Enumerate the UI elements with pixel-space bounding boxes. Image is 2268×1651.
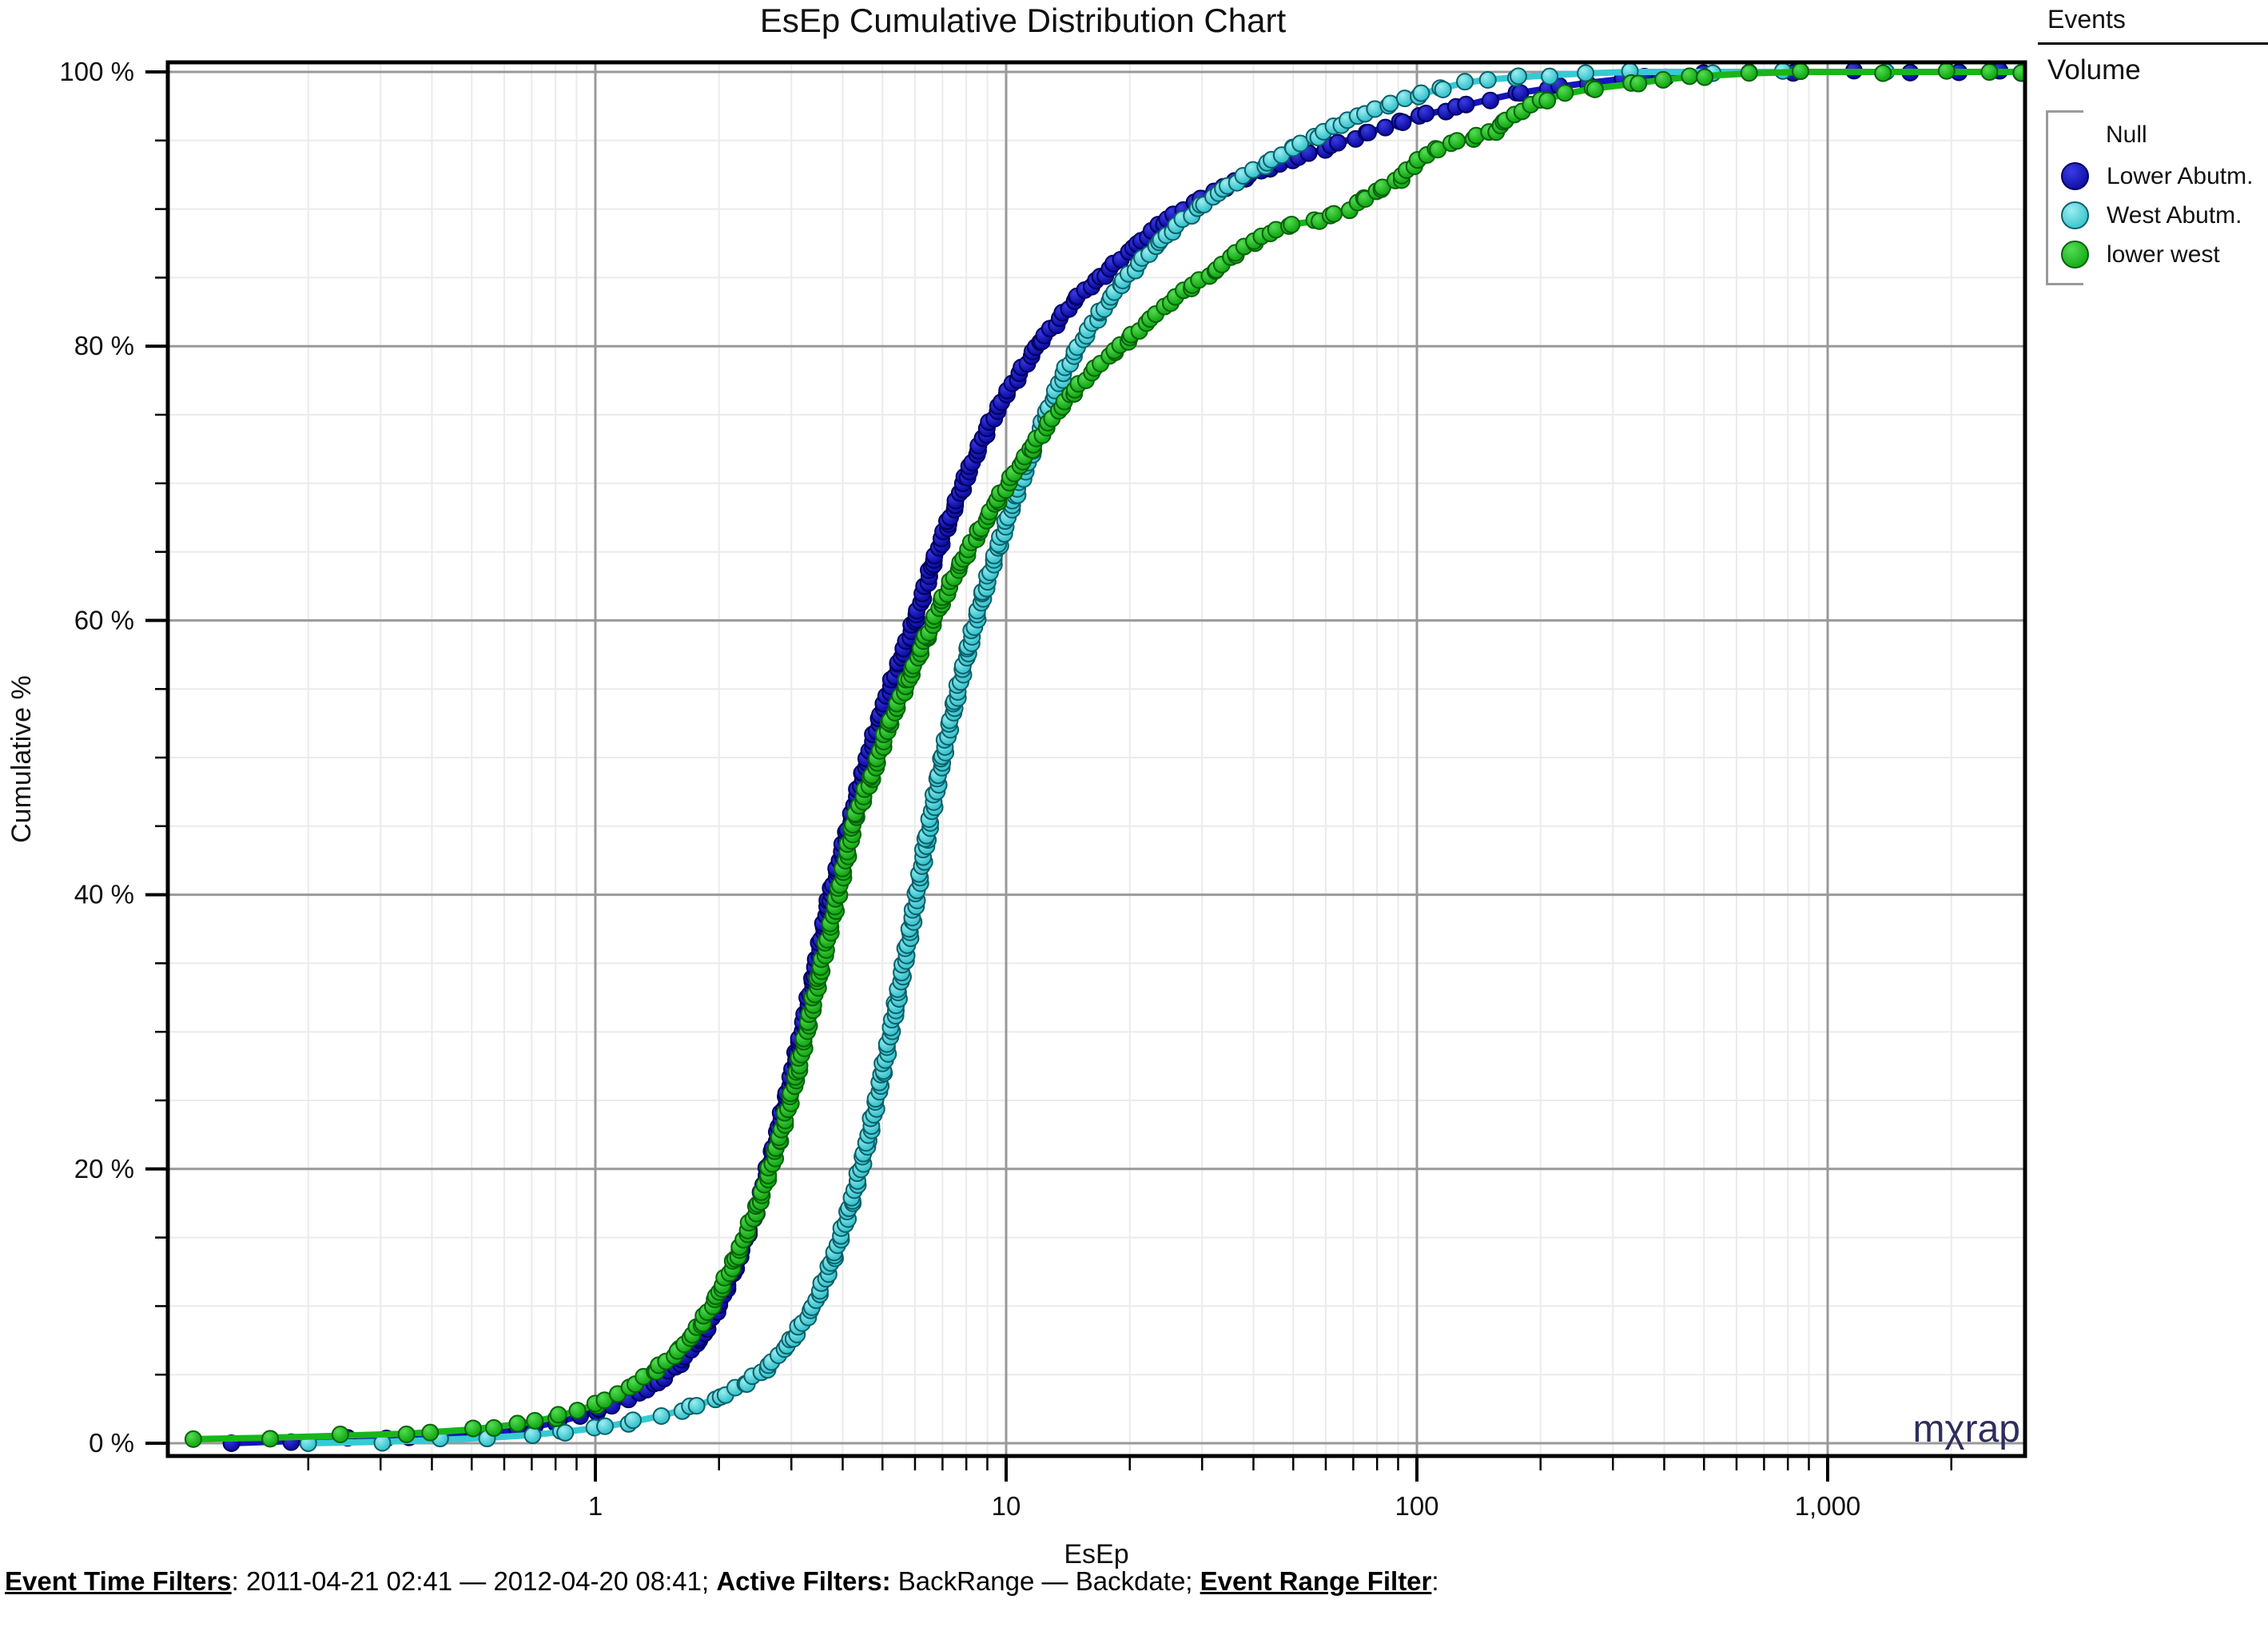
data-marker (1448, 132, 1466, 150)
data-marker (556, 1423, 575, 1442)
data-marker (549, 1406, 567, 1424)
data-marker (2012, 64, 2025, 82)
footer-segment: Active Filters: (716, 1566, 891, 1596)
tick-labels: 1 10 100 1,000 0 % 20 % 40 % 60 % 80 % 100 % (59, 57, 1860, 1521)
data-marker (1417, 104, 1435, 122)
legend-item-0[interactable]: Lower Abutm. (2048, 157, 2268, 196)
footer-filter-text: Event Time Filters: 2011-04-21 02:41 — 2… (5, 1566, 1439, 1597)
data-marker (1681, 67, 1699, 86)
series-lower-west (184, 62, 2025, 1448)
data-marker (1556, 84, 1574, 102)
data-marker (261, 1430, 280, 1448)
data-marker (1509, 67, 1527, 86)
data-marker (652, 1406, 670, 1425)
y-axis-title: Cumulative % (6, 675, 37, 843)
footer-segment: : 2011-04-21 02:41 — 2012-04-20 08:41; (231, 1566, 717, 1596)
data-marker (485, 1418, 503, 1437)
data-marker (1478, 71, 1497, 90)
legend-marker-icon (2061, 241, 2089, 269)
plot-frame (165, 60, 2027, 1458)
legend-subtitle: Volume (2047, 54, 2141, 86)
data-marker (1538, 91, 1557, 109)
data-marker (508, 1414, 527, 1433)
data-marker (1324, 205, 1343, 223)
footer-segment: BackRange — Backdate; (890, 1566, 1200, 1596)
legend-group-header: Null (2106, 121, 2147, 148)
y-tick-label: 100 % (59, 57, 134, 86)
legend-item-label: West Abutm. (2107, 201, 2242, 229)
x-tick-label: 10 (992, 1491, 1021, 1521)
x-tick-label: 1,000 (1795, 1491, 1861, 1521)
data-marker (184, 1430, 202, 1448)
data-marker (464, 1419, 483, 1438)
data-marker (1629, 74, 1648, 93)
data-marker (1283, 216, 1301, 234)
data-marker (1329, 133, 1347, 152)
data-marker (1434, 81, 1452, 99)
x-tick-label: 1 (588, 1491, 603, 1521)
data-marker (1381, 94, 1399, 113)
data-marker (421, 1423, 440, 1442)
x-tick-label: 100 (1395, 1491, 1438, 1521)
data-marker (1792, 62, 1810, 81)
y-tick-label: 80 % (74, 331, 134, 360)
legend-group: Null Lower Abutm. West Abutm. lower west (2046, 110, 2268, 285)
grid-major (168, 62, 2025, 1456)
data-marker (1359, 123, 1377, 141)
y-tick-label: 40 % (74, 880, 134, 909)
legend-item-label: Lower Abutm. (2107, 162, 2254, 189)
data-marker (1457, 95, 1475, 113)
data-marker (1980, 63, 1999, 82)
legend-title: Events (2038, 0, 2268, 45)
data-marker (687, 1397, 706, 1415)
data-marker (523, 1426, 542, 1445)
legend-panel: Events Volume Null Lower Abutm. West Abut… (2038, 0, 2268, 285)
footer-segment: Event Time Filters (5, 1566, 232, 1596)
data-marker (397, 1425, 416, 1443)
data-marker (1586, 80, 1604, 98)
x-axis-title: EsEp (1064, 1539, 1128, 1569)
y-tick-label: 0 % (89, 1428, 134, 1458)
data-marker (1541, 67, 1559, 86)
legend-items: Lower Abutm. West Abutm. lower west (2048, 157, 2268, 274)
data-marker (1696, 68, 1714, 86)
data-marker (1394, 113, 1412, 131)
data-marker (1654, 70, 1673, 89)
data-marker (1412, 84, 1430, 102)
data-marker (1874, 64, 1892, 82)
legend-item-2[interactable]: lower west (2048, 235, 2268, 274)
y-tick-label: 20 % (74, 1154, 134, 1184)
data-marker (1937, 62, 1956, 80)
axis-ticks (145, 70, 1952, 1482)
data-marker (331, 1425, 349, 1443)
series-west-abutm- (299, 62, 2025, 1452)
data-marker (624, 1411, 643, 1430)
data-marker (1481, 91, 1499, 109)
mxrap-watermark: mχrap (1912, 1408, 2020, 1450)
data-marker (596, 1417, 615, 1435)
data-marker (1291, 134, 1310, 153)
footer-segment: : (1431, 1566, 1439, 1596)
data-marker (1577, 64, 1595, 82)
data-marker (568, 1402, 587, 1420)
chart-title: EsEp Cumulative Distribution Chart (759, 2, 1287, 39)
legend-item-label: lower west (2107, 241, 2220, 268)
footer-segment: Event Range Filter (1200, 1566, 1432, 1596)
legend-marker-icon (2061, 201, 2089, 229)
data-marker (526, 1411, 544, 1430)
data-marker (1740, 64, 1758, 82)
data-marker (1456, 73, 1474, 91)
legend-item-1[interactable]: West Abutm. (2048, 196, 2268, 235)
data-marker (1376, 118, 1395, 137)
legend-marker-icon (2061, 162, 2089, 190)
y-tick-label: 60 % (74, 605, 134, 635)
